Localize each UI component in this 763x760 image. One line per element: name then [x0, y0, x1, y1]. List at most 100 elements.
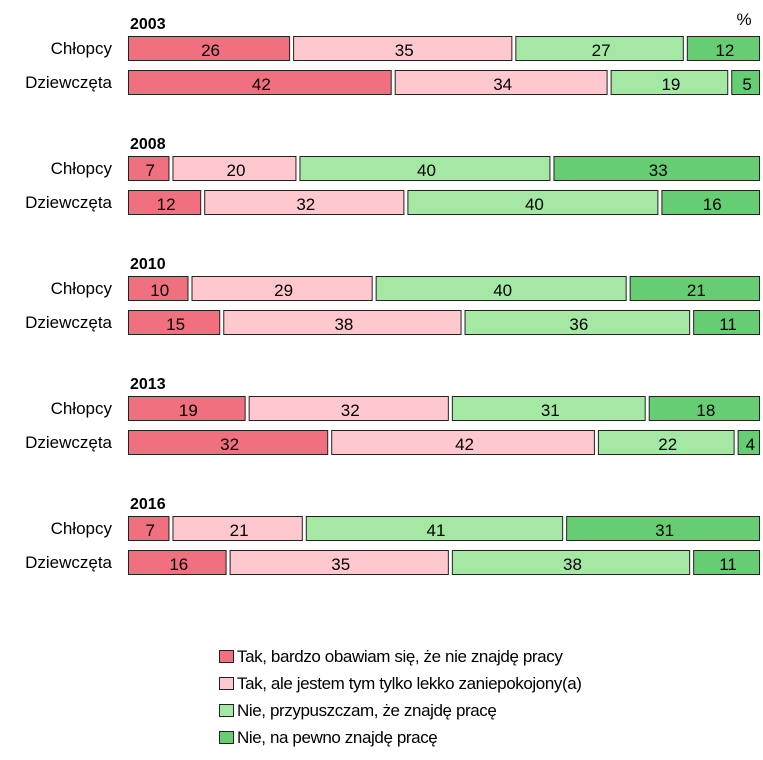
bar-segment: [686, 36, 760, 61]
data-label: 11: [719, 315, 737, 334]
bar-segment: [299, 156, 551, 181]
data-label: 26: [201, 41, 220, 60]
bar-segment: [229, 550, 449, 575]
data-label: 27: [592, 41, 611, 60]
data-label: 40: [493, 281, 512, 300]
row-label: Dziewczęta: [25, 73, 112, 92]
data-label: 16: [169, 555, 188, 574]
data-label: 18: [696, 401, 715, 420]
bar-segment: [407, 190, 659, 215]
bar-segment: [128, 156, 170, 181]
year-label-2010: 2010: [130, 256, 166, 273]
data-label: 5: [742, 75, 751, 94]
bar-segment: [128, 396, 246, 421]
row-label: Dziewczęta: [25, 313, 112, 332]
bar-segment: [223, 310, 462, 335]
row-label: Dziewczęta: [25, 433, 112, 452]
bar-segment: [128, 36, 291, 61]
bar-segment: [648, 396, 761, 421]
bar-segment: [128, 190, 202, 215]
data-label: 42: [455, 435, 474, 454]
year-label-2003: 2003: [130, 16, 166, 33]
row-label: Dziewczęta: [25, 193, 112, 212]
legend-item-slightly-worried: Tak, ale jestem tym tylko lekko zaniepok…: [219, 670, 582, 697]
bar-segment: [375, 276, 627, 301]
row-label: Chłopcy: [51, 279, 113, 298]
legend-label: Tak, ale jestem tym tylko lekko zaniepok…: [237, 673, 582, 693]
data-label: 19: [661, 75, 680, 94]
legend-label: Tak, bardzo obawiam się, że nie znajdę p…: [237, 646, 563, 666]
bar-segment: [128, 430, 329, 455]
row-label: Chłopcy: [51, 399, 113, 418]
bar-segment: [128, 276, 189, 301]
data-label: 32: [220, 435, 239, 454]
data-label: 22: [658, 435, 677, 454]
data-label: 42: [252, 75, 271, 94]
data-label: 32: [341, 401, 360, 420]
bar-segment: [737, 430, 760, 455]
data-label: 19: [179, 401, 198, 420]
bar-segment: [693, 550, 761, 575]
data-label: 40: [525, 195, 544, 214]
row-label: Chłopcy: [51, 519, 113, 538]
legend-swatch-surely-find-job: [219, 731, 234, 744]
bar-segment: [172, 516, 303, 541]
data-label: 33: [649, 161, 668, 180]
bar-segment: [661, 190, 761, 215]
legend-swatch-slightly-worried: [219, 677, 234, 690]
year-label-2008: 2008: [130, 136, 166, 153]
percent-unit-label: %: [736, 10, 751, 29]
legend-swatch-probably-find-job: [219, 704, 234, 717]
year-label-2016: 2016: [130, 496, 166, 513]
data-label: 21: [687, 281, 706, 300]
bar-segment: [204, 190, 405, 215]
data-label: 7: [145, 521, 154, 540]
bar-segment: [610, 70, 729, 95]
data-label: 12: [715, 41, 734, 60]
data-label: 38: [563, 555, 582, 574]
data-label: 20: [226, 161, 245, 180]
data-label: 40: [417, 161, 436, 180]
data-label: 4: [746, 435, 755, 454]
bar-segment: [451, 396, 646, 421]
data-label: 35: [395, 41, 414, 60]
data-label: 7: [145, 161, 154, 180]
bar-segment: [629, 276, 761, 301]
bar-segment: [128, 310, 221, 335]
data-label: 21: [230, 521, 249, 540]
data-label: 34: [493, 75, 512, 94]
row-label: Chłopcy: [51, 159, 113, 178]
bar-segment: [566, 516, 761, 541]
bar-segment: [172, 156, 297, 181]
year-label-2013: 2013: [130, 376, 166, 393]
bar-segment: [464, 310, 691, 335]
bar-segment: [693, 310, 761, 335]
bar-segment: [451, 550, 691, 575]
legend: Tak, bardzo obawiam się, że nie znajdę p…: [219, 643, 582, 751]
row-label: Chłopcy: [51, 39, 113, 58]
bar-segment: [331, 430, 595, 455]
legend-swatch-very-worried: [219, 650, 234, 663]
bar-segment: [731, 70, 760, 95]
legend-item-probably-find-job: Nie, przypuszczam, że znajdę pracę: [219, 697, 582, 724]
data-label: 16: [703, 195, 722, 214]
bar-segment: [293, 36, 513, 61]
bar-segment: [515, 36, 684, 61]
bar-segment: [553, 156, 761, 181]
data-label: 36: [569, 315, 588, 334]
data-label: 31: [655, 521, 674, 540]
data-label: 31: [541, 401, 560, 420]
data-label: 11: [719, 555, 737, 574]
data-label: 29: [274, 281, 293, 300]
data-label: 35: [331, 555, 350, 574]
bar-segment: [248, 396, 449, 421]
legend-item-surely-find-job: Nie, na pewno znajdę pracę: [219, 724, 582, 751]
bar-segment: [597, 430, 735, 455]
bar-segment: [305, 516, 564, 541]
bar-segment: [128, 550, 227, 575]
legend-label: Nie, na pewno znajdę pracę: [237, 727, 438, 747]
legend-item-very-worried: Tak, bardzo obawiam się, że nie znajdę p…: [219, 643, 582, 670]
legend-label: Nie, przypuszczam, że znajdę pracę: [237, 700, 497, 720]
bar-segment: [394, 70, 608, 95]
bar-segment: [191, 276, 373, 301]
